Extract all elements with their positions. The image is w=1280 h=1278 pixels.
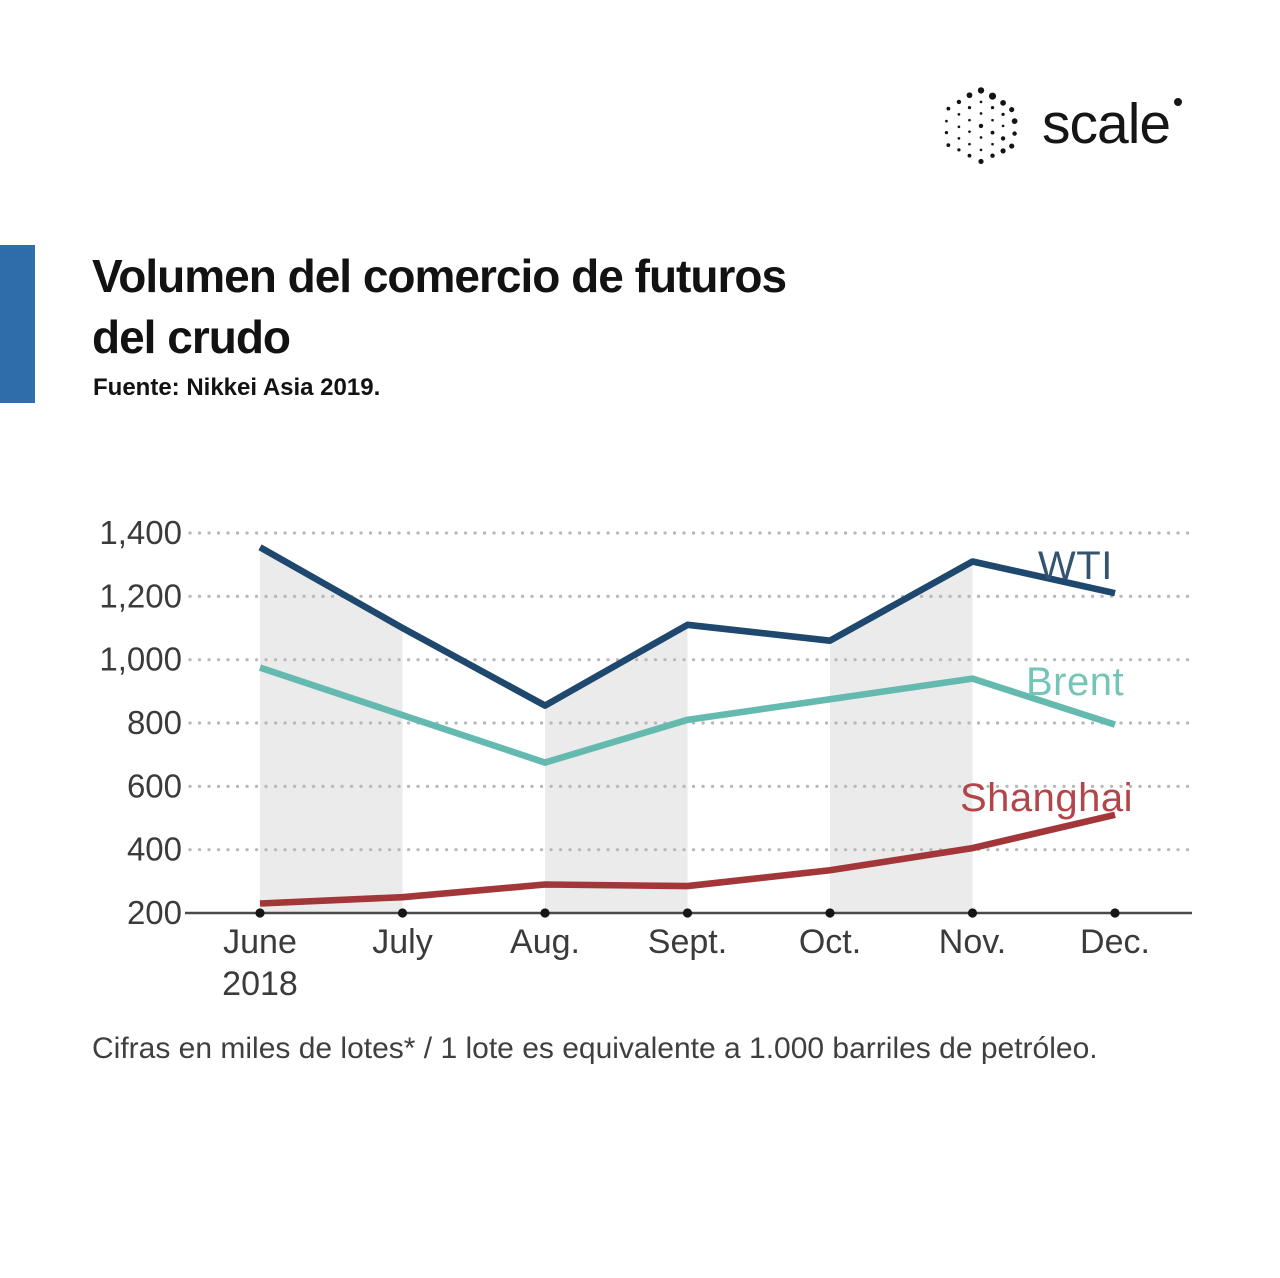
logo-dot <box>1009 143 1015 149</box>
series-label-wti: WTI <box>1038 544 1113 588</box>
x-tick-label: Aug. <box>510 923 580 961</box>
logo-dot <box>945 119 948 123</box>
y-tick-label: 1,000 <box>99 641 182 678</box>
logo-dot <box>1009 107 1015 113</box>
logo-dot <box>1000 148 1006 154</box>
logo-dot <box>990 106 995 110</box>
dotted-hexagon-icon <box>944 87 1018 165</box>
x-tick-label: 2018 <box>222 965 298 1003</box>
axis-tick-dot <box>1110 908 1120 918</box>
logo-dot <box>1001 112 1005 117</box>
line-wti <box>258 544 1116 709</box>
x-tick-label: July <box>372 923 432 961</box>
logo-dot <box>967 106 972 110</box>
scale-wordmark-text: scale <box>1042 91 1171 156</box>
x-tick-label: Oct. <box>799 923 861 961</box>
x-tick-label: Sept. <box>648 923 727 961</box>
y-tick-label: 1,200 <box>99 577 182 614</box>
y-tick-label: 800 <box>127 704 182 741</box>
logo-dot <box>991 142 994 146</box>
x-tick-label: Nov. <box>939 923 1006 961</box>
wordmark-dot <box>1174 97 1183 106</box>
logo-dot <box>968 142 971 146</box>
unit-footnote: Cifras en miles de lotes* / 1 lote es eq… <box>92 1032 1098 1065</box>
chart-title-line1: Volumen del comercio de futuros <box>92 250 787 302</box>
logo-dot <box>957 113 961 116</box>
line-brent <box>258 664 1117 766</box>
x-tick-label: June <box>223 923 297 961</box>
logo-dot <box>1011 118 1018 124</box>
scale-wordmark: scale <box>1042 91 1183 156</box>
series-label-brent: Brent <box>1026 660 1125 704</box>
shaded-band <box>830 561 973 913</box>
logo-dot <box>979 112 983 115</box>
logo-dot <box>944 131 949 135</box>
series-label-shanghai: Shanghai <box>960 776 1134 820</box>
shaded-band <box>260 547 403 913</box>
logo-dot <box>957 148 961 152</box>
logo-dot <box>957 125 961 129</box>
logo-dot <box>990 153 995 158</box>
axis-tick-dot <box>967 908 978 918</box>
y-tick-label: 200 <box>127 894 182 931</box>
axis-tick-dot <box>397 908 408 918</box>
logo-dot <box>988 92 997 100</box>
logo-dot <box>968 118 971 122</box>
chart-title-line2: del crudo <box>92 311 291 363</box>
logo-dot <box>968 130 971 134</box>
logo-dot <box>1000 136 1006 141</box>
y-tick-label: 400 <box>127 831 182 868</box>
logo-dot <box>979 136 983 139</box>
shaded-band <box>545 624 688 913</box>
logo-dot <box>966 92 973 99</box>
logo-dot <box>1001 124 1005 128</box>
axis-tick-dot <box>825 908 835 918</box>
logo-dot <box>956 99 962 105</box>
logo-dot <box>991 118 994 122</box>
logo-dot <box>990 130 995 135</box>
source-note: Fuente: Nikkei Asia 2019. <box>93 374 381 401</box>
logo-dot <box>946 143 951 148</box>
line-shanghai <box>259 811 1116 907</box>
logo-dot <box>957 137 961 140</box>
logo-dot <box>967 153 972 158</box>
logo-dot <box>979 148 983 152</box>
axis-tick-dot <box>540 908 550 918</box>
blue-accent-bar <box>0 245 35 403</box>
logo-dot <box>978 123 984 129</box>
axis-tick-dot <box>255 908 265 918</box>
y-tick-label: 1,400 <box>99 514 182 551</box>
logo-dot <box>946 106 951 111</box>
x-tick-label: Dec. <box>1080 923 1150 961</box>
axis-tick-dot <box>682 908 693 918</box>
logo-dot <box>979 100 983 104</box>
y-tick-label: 600 <box>127 767 182 804</box>
scale-logo: scale <box>936 76 1183 172</box>
logo-dot <box>1000 100 1006 106</box>
logo-dot <box>978 158 984 165</box>
chart-title: Volumen del comercio de futuros del crud… <box>92 246 1092 368</box>
logo-dot <box>977 87 985 94</box>
logo-dot <box>1012 131 1017 136</box>
